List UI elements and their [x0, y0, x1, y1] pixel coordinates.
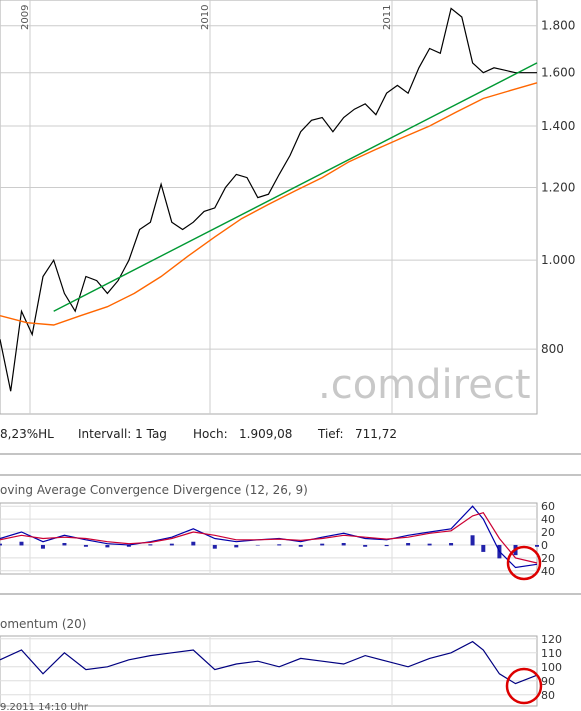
- momentum-y-tick-label: 110: [541, 647, 562, 660]
- macd-histogram-bar: [169, 543, 174, 546]
- low-value: 711,72: [355, 427, 397, 441]
- macd-y-tick-label: 40: [541, 513, 555, 526]
- momentum-series-line: [0, 640, 538, 685]
- price-y-tick-labels: 800 1.000 1.200 1.400 1.600 1.800: [541, 19, 575, 356]
- macd-chart: oving Average Convergence Divergence (12…: [0, 483, 555, 581]
- low-label: Tief:: [317, 427, 344, 441]
- price-y-tick-label: 1.800: [541, 19, 575, 33]
- macd-y-tick-label: 0: [541, 539, 548, 552]
- macd-histogram-bar: [126, 544, 131, 547]
- macd-histogram-bar: [406, 543, 411, 546]
- macd-histogram-bar: [535, 544, 539, 547]
- macd-histogram-bar: [105, 544, 110, 548]
- macd-y-tick-label: 20: [541, 552, 555, 565]
- price-y-tick-label: 800: [541, 342, 564, 356]
- macd-histogram-bar: [234, 544, 239, 548]
- price-chart-frame: [0, 0, 538, 415]
- macd-histogram-bar: [277, 544, 282, 546]
- year-label: 2011: [382, 5, 393, 30]
- macd-y-tick-label: 20: [541, 526, 555, 539]
- momentum-y-tick-label: 90: [541, 675, 555, 688]
- macd-histogram-bar: [62, 543, 67, 546]
- macd-histogram-bar: [449, 543, 454, 546]
- macd-histogram-bar: [384, 544, 389, 547]
- price-series-line: [53, 62, 538, 312]
- price-series: [0, 7, 538, 392]
- price-y-tick-label: 1.400: [541, 119, 575, 133]
- macd-histogram-bar: [212, 544, 217, 549]
- momentum-series: [0, 640, 538, 685]
- macd-histogram-bar: [363, 544, 368, 547]
- info-bar: 8,23%HL Intervall: 1 Tag Hoch: 1.909,08 …: [0, 427, 397, 441]
- price-series-line: [0, 82, 538, 326]
- high-label: Hoch:: [193, 427, 228, 441]
- macd-histogram-bar: [255, 544, 260, 546]
- macd-histogram-bar: [148, 544, 153, 546]
- macd-series: [0, 505, 538, 569]
- macd-histogram-bar: [298, 544, 303, 547]
- year-label: 2009: [20, 5, 31, 30]
- footer-timestamp: 9.2011 14:10 Uhr: [0, 702, 89, 711]
- macd-histogram-bar: [470, 535, 475, 546]
- price-y-tick-label: 1.200: [541, 180, 575, 194]
- price-chart: 800 1.000 1.200 1.400 1.600 1.800 2009 2010 201…: [0, 0, 575, 415]
- momentum-frame: [0, 635, 538, 707]
- macd-histogram-bar: [191, 541, 196, 546]
- year-labels: 2009 2010 2011: [20, 0, 393, 414]
- macd-series-line: [0, 511, 538, 564]
- year-label: 2010: [200, 5, 211, 30]
- macd-histogram-bar: [427, 543, 432, 546]
- momentum-y-tick-label: 100: [541, 661, 562, 674]
- macd-y-tick-label: 60: [541, 500, 555, 513]
- price-y-tick-label: 1.000: [541, 253, 575, 267]
- macd-histogram-bar: [83, 544, 88, 547]
- macd-histogram-bar: [320, 543, 325, 546]
- macd-y-tick-label: 40: [541, 565, 555, 578]
- interval-label: Intervall: 1 Tag: [78, 427, 167, 441]
- momentum-y-tick-label: 120: [541, 633, 562, 646]
- price-series-line: [0, 7, 537, 392]
- momentum-y-tick-label: 80: [541, 689, 555, 702]
- high-value: 1.909,08: [239, 427, 292, 441]
- macd-histogram-bar: [481, 544, 486, 552]
- hl-label: 8,23%HL: [0, 427, 54, 441]
- macd-highlight-circle: [506, 545, 542, 581]
- momentum-highlight-circle: [505, 667, 543, 705]
- macd-histogram-bar: [19, 541, 24, 546]
- macd-histogram-bar: [40, 544, 45, 549]
- macd-histogram-bar: [0, 543, 2, 546]
- macd-histogram-bar: [341, 543, 346, 546]
- momentum-gridlines: [0, 636, 537, 706]
- macd-title: oving Average Convergence Divergence (12…: [0, 483, 308, 497]
- comdirect-watermark: .comdirect: [318, 362, 531, 408]
- macd-gridlines: [0, 503, 537, 574]
- price-gridlines: [0, 25, 537, 350]
- momentum-title: omentum (20): [0, 617, 86, 631]
- price-y-tick-label: 1.600: [541, 66, 575, 80]
